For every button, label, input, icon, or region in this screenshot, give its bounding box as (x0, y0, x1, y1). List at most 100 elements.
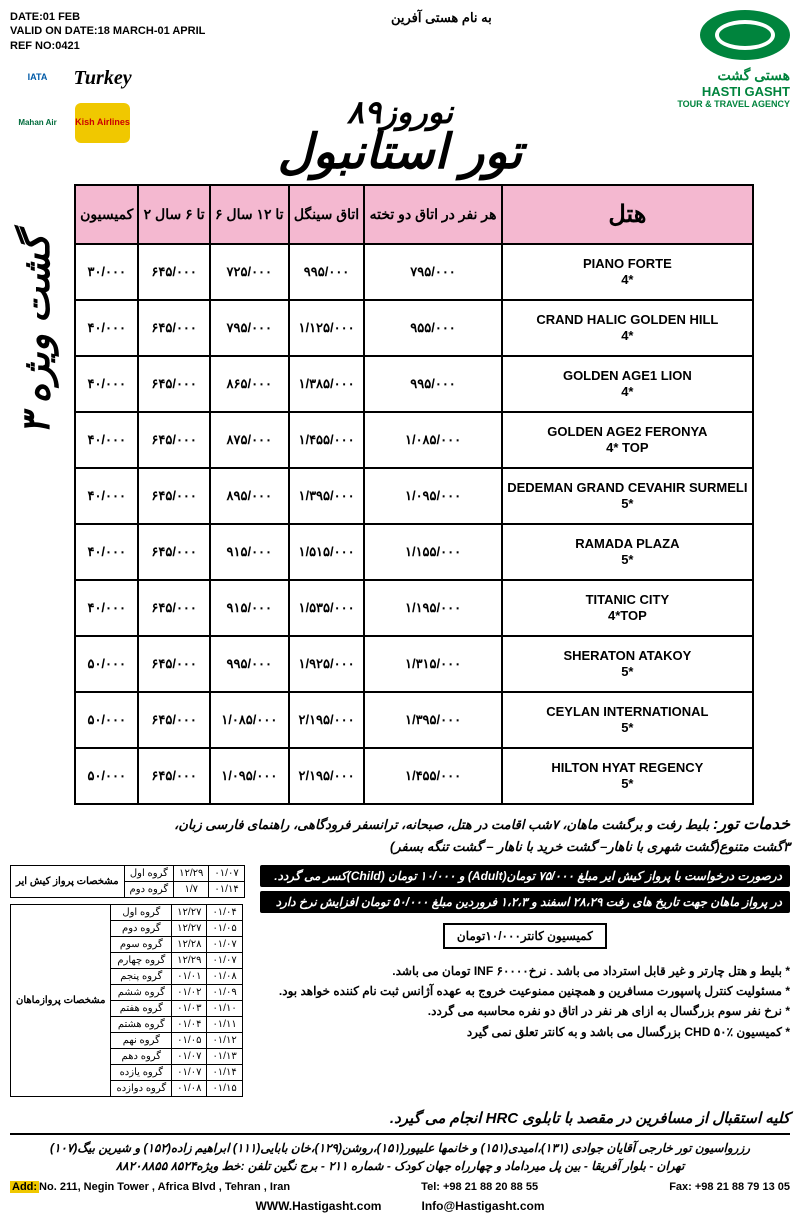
hotel-cell: CRAND HALIC GOLDEN HILL4* (502, 300, 753, 356)
price-cell: ۹۱۵/۰۰۰ (210, 524, 289, 580)
sched-cell: ۰۱/۰۷ (172, 1064, 207, 1080)
sched-cell: گروه سوم (111, 936, 172, 952)
sched-cell: ۰۱/۰۱ (172, 968, 207, 984)
sched-cell: گروه ششم (111, 984, 172, 1000)
sched-cell: ۰۱/۰۸ (207, 968, 242, 984)
footer-tel: Tel: +98 21 88 20 88 55 (421, 1179, 538, 1196)
price-cell: ۶۴۵/۰۰۰ (138, 636, 209, 692)
sched-cell: ۱۲/۲۷ (172, 904, 207, 920)
price-cell: ۸۹۵/۰۰۰ (210, 468, 289, 524)
price-row: ۴۰/۰۰۰۶۴۵/۰۰۰۹۱۵/۰۰۰۱/۵۱۵/۰۰۰۱/۱۵۵/۰۰۰RA… (75, 524, 753, 580)
sched-cell: ۱۲/۲۹ (174, 865, 209, 881)
sched-cell: گروه هشتم (111, 1016, 172, 1032)
price-header: ۲ تا ۶ سال (138, 185, 209, 244)
price-cell: ۶۴۵/۰۰۰ (138, 356, 209, 412)
price-header: هر نفر در اتاق دو تخته (364, 185, 501, 244)
sched-cell: گروه اول (111, 904, 172, 920)
hotel-cell: HILTON HYAT REGENCY5* (502, 748, 753, 804)
price-row: ۵۰/۰۰۰۶۴۵/۰۰۰۱/۰۸۵/۰۰۰۲/۱۹۵/۰۰۰۱/۳۹۵/۰۰۰… (75, 692, 753, 748)
price-cell: ۷۹۵/۰۰۰ (210, 300, 289, 356)
agency-name-fa: هستی گشت (677, 67, 790, 84)
price-cell: ۱/۰۹۵/۰۰۰ (210, 748, 289, 804)
price-row: ۴۰/۰۰۰۶۴۵/۰۰۰۸۷۵/۰۰۰۱/۴۵۵/۰۰۰۱/۰۸۵/۰۰۰GO… (75, 412, 753, 468)
price-table: کمیسیون۲ تا ۶ سال۶ تا ۱۲ سالاتاق سینگلهر… (74, 184, 754, 805)
sched-cell: ۰۱/۱۲ (207, 1032, 242, 1048)
bullet-item: کمیسیون CHD ۵۰٪ بزرگسال می باشد و به کان… (260, 1022, 790, 1042)
price-cell: ۷۹۵/۰۰۰ (364, 244, 501, 300)
sched-row: مشخصات پروازماهانگروه اول۱۲/۲۷۰۱/۰۴ (11, 904, 243, 920)
price-header: اتاق سینگل (289, 185, 365, 244)
footer-addr: Add:No. 211, Negin Tower , Africa Blvd ,… (10, 1179, 290, 1196)
price-cell: ۱/۵۱۵/۰۰۰ (289, 524, 365, 580)
kish-logo: Kish Airlines (75, 103, 130, 143)
sched-cell: ۰۱/۰۸ (172, 1080, 207, 1096)
sched-cell: ۰۱/۱۰ (207, 1000, 242, 1016)
iata-logo: IATA (10, 58, 65, 98)
footer-line2: تهران - بلوار آفریقا - بین پل میرداماد و… (10, 1157, 790, 1175)
hasti-logo-icon (700, 10, 790, 60)
price-cell: ۴۰/۰۰۰ (75, 468, 138, 524)
price-cell: ۶۴۵/۰۰۰ (138, 300, 209, 356)
price-cell: ۶۴۵/۰۰۰ (138, 748, 209, 804)
footer-ltr: Add:No. 211, Negin Tower , Africa Blvd ,… (10, 1179, 790, 1196)
price-cell: ۶۴۵/۰۰۰ (138, 692, 209, 748)
bullet-item: بلیط و هتل چارتر و غیر قابل استرداد می ب… (260, 961, 790, 981)
sched-mahan: مشخصات پروازماهانگروه اول۱۲/۲۷۰۱/۰۴گروه … (10, 904, 243, 1097)
agency-sub: TOUR & TRAVEL AGENCY (677, 99, 790, 109)
price-cell: ۶۴۵/۰۰۰ (138, 244, 209, 300)
note-bar-2: در پرواز ماهان جهت تاریخ های رفت ۲۸،۲۹ ا… (260, 891, 790, 913)
price-cell: ۱/۵۳۵/۰۰۰ (289, 580, 365, 636)
price-row: ۴۰/۰۰۰۶۴۵/۰۰۰۷۹۵/۰۰۰۱/۱۲۵/۰۰۰۹۵۵/۰۰۰CRAN… (75, 300, 753, 356)
price-cell: ۱/۱۹۵/۰۰۰ (364, 580, 501, 636)
price-cell: ۱/۴۵۵/۰۰۰ (289, 412, 365, 468)
sched-cell: گروه نهم (111, 1032, 172, 1048)
services-block: خدمات تور: بلیط رفت و برگشت ماهان، ۷شب ا… (10, 813, 790, 857)
price-cell: ۴۰/۰۰۰ (75, 524, 138, 580)
price-cell: ۴۰/۰۰۰ (75, 412, 138, 468)
sched-cell: گروه دوازده (111, 1080, 172, 1096)
valid-line: VALID ON DATE:18 MARCH-01 APRIL (10, 24, 205, 38)
hotel-cell: GOLDEN AGE1 LION4* (502, 356, 753, 412)
sched-cell: ۱/۷ (174, 881, 209, 897)
price-cell: ۱/۱۲۵/۰۰۰ (289, 300, 365, 356)
note-bar-1: درصورت درخواست با پرواز کیش ایر مبلغ ۷۵/… (260, 865, 790, 887)
price-cell: ۹۵۵/۰۰۰ (364, 300, 501, 356)
price-cell: ۶۴۵/۰۰۰ (138, 412, 209, 468)
price-cell: ۵۰/۰۰۰ (75, 748, 138, 804)
price-row: ۴۰/۰۰۰۶۴۵/۰۰۰۸۹۵/۰۰۰۱/۳۹۵/۰۰۰۱/۰۹۵/۰۰۰DE… (75, 468, 753, 524)
schedule-col: مشخصات پرواز کیش ایرگروه اول۱۲/۲۹۰۱/۰۷گر… (10, 865, 245, 1103)
sched-title: مشخصات پروازماهان (11, 904, 111, 1096)
sched-cell: گروه اول (124, 865, 174, 881)
hotel-cell: SHERATON ATAKOY5* (502, 636, 753, 692)
sched-cell: ۰۱/۰۷ (172, 1048, 207, 1064)
price-cell: ۱/۳۸۵/۰۰۰ (289, 356, 365, 412)
sched-cell: ۰۱/۱۱ (207, 1016, 242, 1032)
ref-line: REF NO:0421 (10, 39, 205, 53)
bismillah: به نام هستی آفرین (391, 10, 492, 26)
sched-cell: گروه دهم (111, 1048, 172, 1064)
price-cell: ۹۹۵/۰۰۰ (210, 636, 289, 692)
price-row: ۴۰/۰۰۰۶۴۵/۰۰۰۹۱۵/۰۰۰۱/۵۳۵/۰۰۰۱/۱۹۵/۰۰۰TI… (75, 580, 753, 636)
agency-name-en: HASTI GASHT (677, 84, 790, 99)
price-cell: ۷۲۵/۰۰۰ (210, 244, 289, 300)
main-row: ۳ گشت ویژه کمیسیون۲ تا ۶ سال۶ تا ۱۲ سالا… (10, 184, 790, 805)
price-row: ۵۰/۰۰۰۶۴۵/۰۰۰۹۹۵/۰۰۰۱/۹۲۵/۰۰۰۱/۳۱۵/۰۰۰SH… (75, 636, 753, 692)
price-row: ۴۰/۰۰۰۶۴۵/۰۰۰۸۶۵/۰۰۰۱/۳۸۵/۰۰۰۹۹۵/۰۰۰GOLD… (75, 356, 753, 412)
sched-cell: ۰۱/۰۵ (207, 920, 242, 936)
services-line1: بلیط رفت و برگشت ماهان، ۷شب اقامت در هتل… (174, 817, 709, 832)
price-cell: ۱/۳۹۵/۰۰۰ (289, 468, 365, 524)
bullets-list: بلیط و هتل چارتر و غیر قابل استرداد می ب… (260, 961, 790, 1043)
price-cell: ۱/۹۲۵/۰۰۰ (289, 636, 365, 692)
footer: رزرواسیون تور خارجی آقایان جوادی (۱۳۱)،ا… (10, 1133, 790, 1216)
notes-col: درصورت درخواست با پرواز کیش ایر مبلغ ۷۵/… (260, 865, 790, 1103)
logos-row: IATA Turkey (10, 58, 205, 98)
price-cell: ۴۰/۰۰۰ (75, 356, 138, 412)
price-cell: ۲/۱۹۵/۰۰۰ (289, 692, 365, 748)
sched-cell: ۰۱/۱۳ (207, 1048, 242, 1064)
date-line: DATE:01 FEB (10, 10, 205, 24)
price-cell: ۸۶۵/۰۰۰ (210, 356, 289, 412)
price-cell: ۱/۳۱۵/۰۰۰ (364, 636, 501, 692)
price-cell: ۶۴۵/۰۰۰ (138, 524, 209, 580)
logos-row-2: Mahan Air Kish Airlines (10, 103, 205, 143)
sched-cell: ۱۲/۲۷ (172, 920, 207, 936)
